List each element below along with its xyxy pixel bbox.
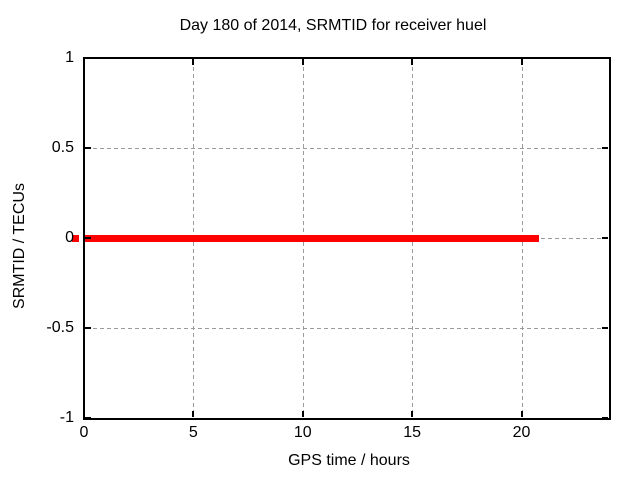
y-tick-label: 0.5	[51, 139, 74, 156]
y-tick-mark-right	[602, 327, 608, 329]
x-tick-mark-top	[411, 59, 414, 65]
x-tick-label: 15	[403, 424, 422, 441]
x-tick-label: 10	[293, 424, 312, 441]
horizontal-gridline	[86, 328, 607, 329]
data-line-overhang	[72, 234, 79, 242]
y-tick-mark-left	[85, 417, 91, 419]
y-tick-label: 0	[65, 229, 74, 246]
y-tick-label: -0.5	[46, 319, 74, 336]
data-line	[84, 234, 539, 242]
y-tick-mark-right	[602, 237, 608, 239]
x-tick-mark-top	[520, 59, 523, 65]
y-tick-mark-right	[602, 147, 608, 149]
x-tick-mark-top	[192, 59, 195, 65]
x-tick-mark-top	[83, 59, 85, 65]
y-tick-label: 1	[65, 49, 74, 66]
y-tick-mark-right	[602, 57, 608, 59]
y-tick-mark-left	[85, 237, 91, 239]
x-tick-mark-bottom	[301, 411, 304, 417]
x-tick-label: 20	[512, 424, 531, 441]
x-tick-mark-bottom	[83, 411, 85, 417]
y-tick-mark-left	[85, 57, 91, 59]
x-tick-mark-bottom	[411, 411, 414, 417]
plot-border	[83, 57, 611, 420]
x-tick-mark-top	[301, 59, 304, 65]
x-axis-label: GPS time / hours	[288, 452, 410, 469]
horizontal-gridline	[86, 148, 607, 149]
x-tick-label: 5	[188, 424, 198, 441]
chart-title: Day 180 of 2014, SRMTID for receiver hue…	[179, 17, 487, 34]
x-tick-mark-bottom	[192, 411, 195, 417]
x-tick-label: 0	[79, 424, 89, 441]
y-tick-mark-left	[85, 327, 91, 329]
y-tick-mark-left	[85, 147, 91, 149]
x-tick-mark-bottom	[520, 411, 523, 417]
y-tick-label: -1	[59, 409, 74, 426]
y-tick-mark-right	[602, 417, 608, 419]
